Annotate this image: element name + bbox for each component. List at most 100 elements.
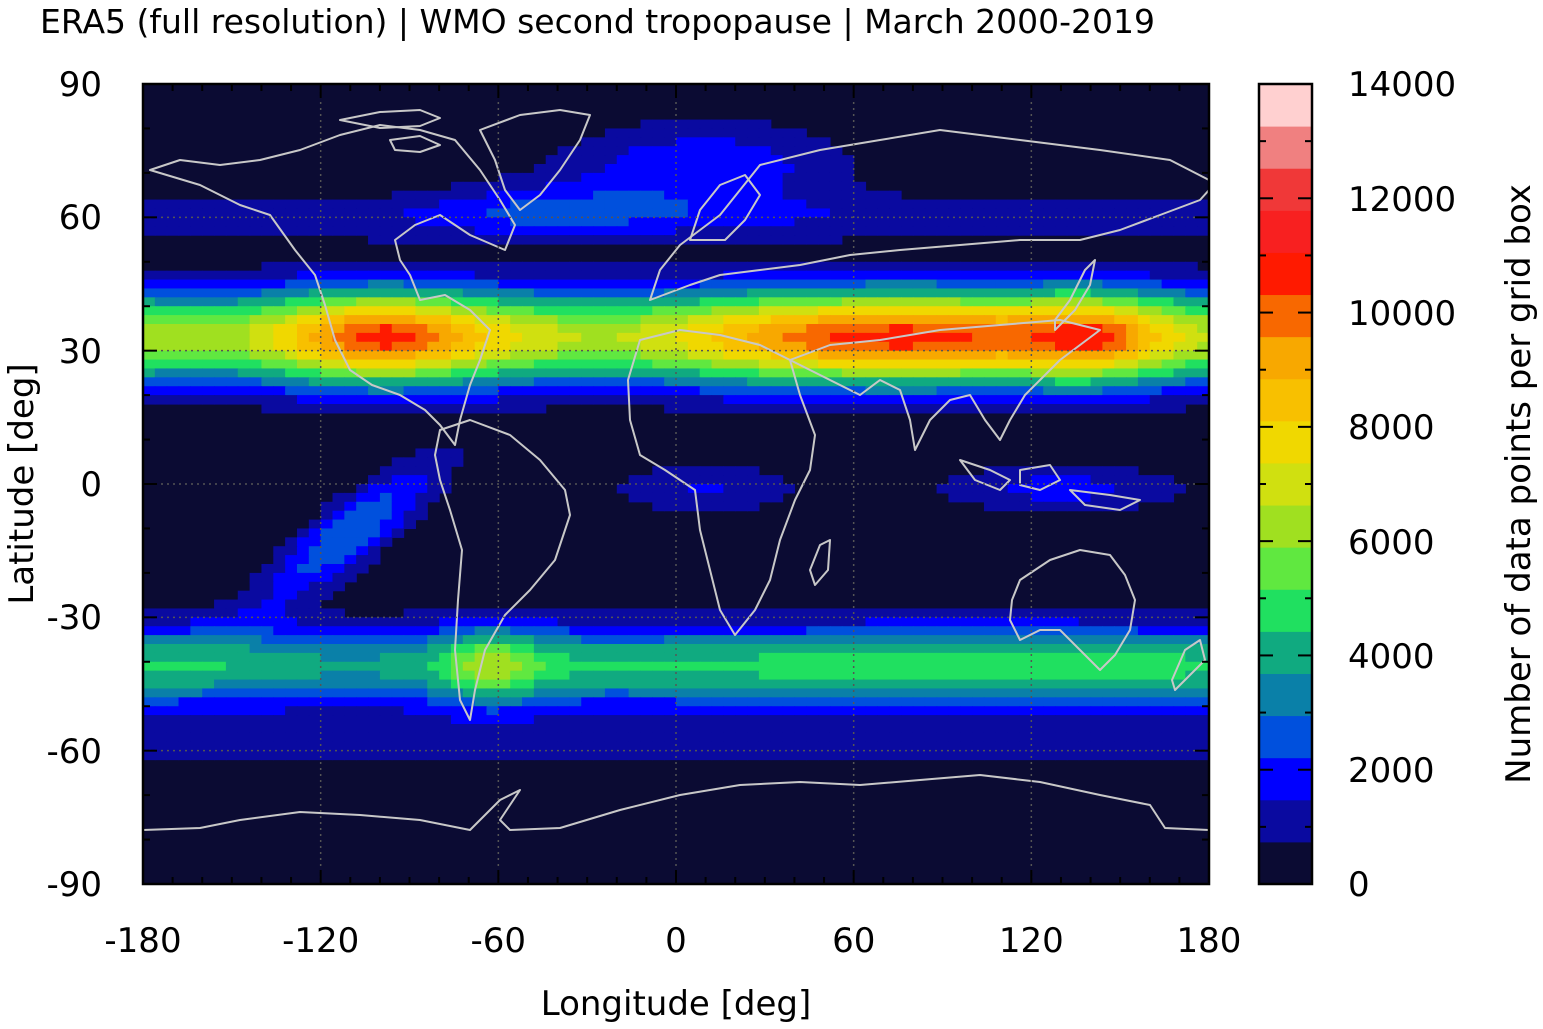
field-cell: [237, 226, 251, 236]
field-cell: [1007, 315, 1021, 325]
field-cell: [308, 617, 322, 627]
field-cell: [1137, 226, 1151, 236]
field-cell: [770, 475, 784, 485]
field-cell: [593, 359, 606, 370]
field-cell: [522, 608, 535, 618]
field-cell: [818, 644, 831, 654]
field-cell: [1007, 679, 1021, 690]
field-cell: [581, 395, 594, 405]
field-cell: [332, 270, 345, 281]
field-cell: [948, 750, 961, 761]
field-cell: [782, 670, 796, 681]
field-cell: [379, 670, 393, 681]
field-cell: [391, 741, 405, 752]
field-cell: [474, 208, 488, 218]
field-cell: [154, 635, 168, 645]
field-cell: [1043, 652, 1056, 663]
field-cell: [391, 395, 405, 405]
field-cell: [770, 288, 784, 298]
field-cell: [296, 288, 310, 298]
field-cell: [1019, 501, 1032, 512]
field-cell: [1019, 688, 1032, 698]
field-cell: [486, 306, 499, 316]
field-cell: [166, 332, 180, 343]
field-cell: [474, 297, 488, 307]
field-cell: [1043, 724, 1056, 734]
field-cell: [889, 679, 902, 690]
field-cell: [818, 670, 831, 681]
field-cell: [1031, 501, 1044, 512]
field-cell: [166, 732, 180, 743]
field-cell: [818, 137, 831, 147]
field-cell: [1078, 404, 1092, 414]
field-cell: [1197, 750, 1209, 761]
field-cell: [652, 155, 665, 165]
field-cell: [545, 226, 559, 236]
field-cell: [439, 368, 452, 378]
field-cell: [143, 724, 156, 734]
field-cell: [320, 377, 334, 387]
field-cell: [1185, 341, 1198, 352]
field-cell: [995, 270, 1009, 281]
field-cell: [1185, 617, 1198, 627]
field-cell: [498, 341, 511, 352]
field-cell: [1161, 617, 1175, 627]
field-cell: [652, 128, 665, 138]
field-cell: [486, 661, 499, 672]
field-cell: [462, 368, 476, 378]
field-cell: [818, 155, 831, 165]
field-cell: [486, 190, 499, 201]
field-cell: [1126, 386, 1139, 396]
field-cell: [1185, 288, 1198, 298]
field-cell: [1090, 368, 1103, 378]
field-cell: [581, 190, 594, 201]
field-cell: [995, 661, 1009, 672]
colorbar-segment: [1259, 631, 1312, 674]
field-cell: [628, 297, 642, 307]
field-cell: [877, 661, 890, 672]
field-cell: [462, 199, 476, 210]
field-cell: [664, 652, 677, 663]
field-cell: [415, 750, 428, 761]
field-cell: [344, 697, 357, 707]
field-cell: [616, 750, 630, 761]
field-cell: [379, 715, 393, 725]
field-cell: [1197, 652, 1209, 663]
field-cell: [190, 341, 203, 352]
field-cell: [1149, 670, 1163, 681]
field-cell: [616, 208, 630, 218]
field-cell: [652, 501, 665, 512]
field-cell: [901, 368, 914, 378]
field-cell: [829, 359, 843, 370]
field-cell: [498, 706, 511, 716]
field-cell: [1197, 626, 1209, 636]
field-cell: [616, 377, 630, 387]
field-cell: [1149, 332, 1163, 343]
field-cell: [379, 226, 393, 236]
y-tick-label: -90: [46, 865, 102, 905]
field-cell: [273, 350, 286, 361]
field-cell: [557, 190, 570, 201]
field-cell: [1090, 270, 1103, 281]
field-cell: [190, 715, 203, 725]
field-cell: [948, 297, 961, 307]
field-cell: [794, 368, 807, 378]
field-cell: [296, 564, 310, 574]
field-cell: [285, 750, 298, 761]
field-cell: [782, 359, 796, 370]
field-cell: [1078, 715, 1092, 725]
field-cell: [522, 315, 535, 325]
field-cell: [462, 679, 476, 690]
field-cell: [320, 315, 334, 325]
field-cell: [829, 404, 843, 414]
field-cell: [486, 235, 499, 245]
field-cell: [782, 652, 796, 663]
field-cell: [261, 724, 274, 734]
field-cell: [225, 315, 239, 325]
field-cell: [391, 386, 405, 396]
field-cell: [735, 199, 748, 210]
field-cell: [1197, 324, 1209, 334]
field-cell: [593, 306, 606, 316]
field-cell: [1090, 288, 1103, 298]
field-cell: [1114, 386, 1127, 396]
